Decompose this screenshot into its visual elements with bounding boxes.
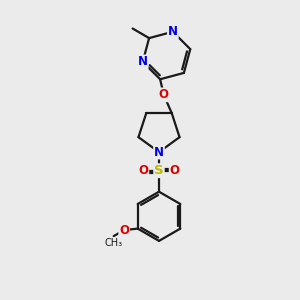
Text: S: S xyxy=(154,164,164,177)
Text: O: O xyxy=(169,164,180,177)
Text: N: N xyxy=(154,146,164,159)
Text: O: O xyxy=(159,88,169,101)
Text: N: N xyxy=(138,56,148,68)
Text: O: O xyxy=(138,164,148,177)
Text: CH₃: CH₃ xyxy=(104,238,122,248)
Text: N: N xyxy=(168,25,178,38)
Text: O: O xyxy=(119,224,129,237)
